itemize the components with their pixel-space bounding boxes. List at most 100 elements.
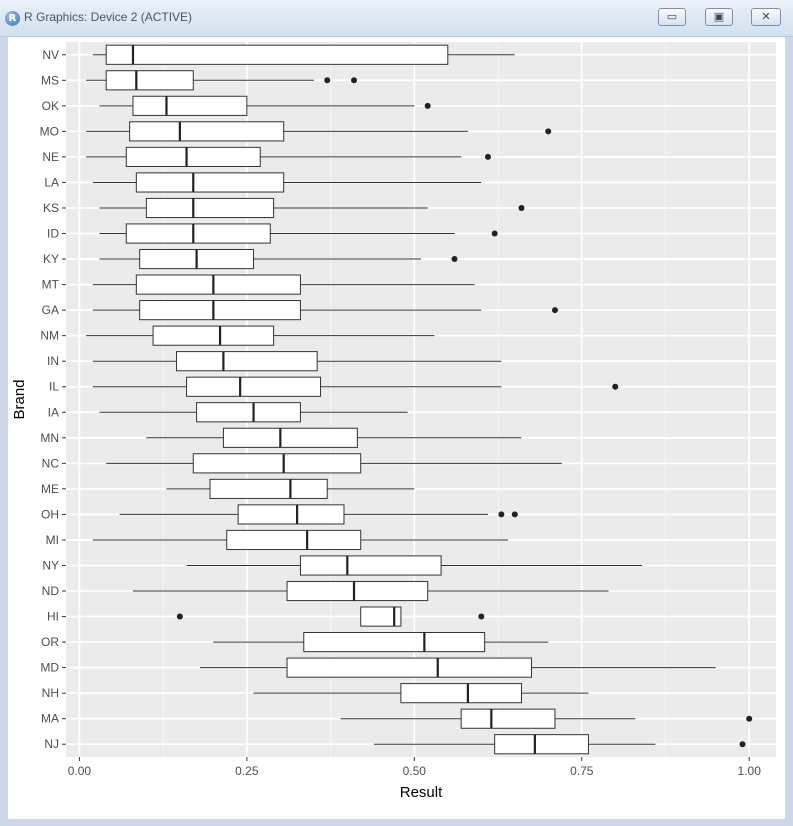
box-il (92, 376, 619, 397)
y-tick-label: ME (41, 482, 59, 496)
y-tick-label: KS (43, 201, 59, 215)
plot-area: NV MS OK MO NE LA KS ID KY MT GA NM IN IL IA MN NC ME OH MI… (8, 37, 785, 819)
y-tick-label: GA (42, 303, 59, 317)
box-iqr (186, 376, 322, 397)
box-nd (132, 580, 609, 602)
box-in (92, 351, 502, 372)
box-iqr (125, 146, 261, 167)
box-or (213, 632, 549, 653)
outlier-point (612, 383, 619, 390)
y-tick-label: ND (42, 584, 60, 598)
box-iqr (125, 223, 271, 244)
boxplot-marks (86, 44, 753, 755)
outlier-point (739, 741, 746, 748)
box-nj (374, 734, 746, 755)
y-tick-label: NV (42, 48, 59, 62)
outlier-point (518, 204, 525, 211)
y-axis: NV MS OK MO NE LA KS ID KY MT GA NM IN IL IA MN NC ME OH MI… (40, 48, 66, 751)
outlier-point (478, 613, 485, 620)
box-nh (253, 683, 589, 704)
r-logo-icon: R (5, 11, 20, 26)
outlier-point (424, 102, 431, 109)
box-nc (106, 453, 562, 474)
y-tick-label: MN (40, 431, 59, 445)
outlier-point (351, 77, 358, 84)
y-tick-label: KY (43, 252, 59, 266)
minimize-icon: ▭ (666, 10, 678, 23)
box-iqr (135, 274, 301, 295)
box-ne (86, 146, 491, 167)
outlier-point (498, 511, 505, 518)
y-axis-title: Brand (11, 379, 28, 419)
box-la (92, 172, 482, 193)
y-tick-label: MD (40, 661, 59, 675)
box-iqr (460, 708, 556, 729)
y-tick-label: IL (49, 380, 59, 394)
box-id (99, 223, 498, 244)
box-mn (146, 427, 522, 448)
box-iqr (494, 734, 589, 755)
title-bar[interactable]: R R Graphics: Device 2 (ACTIVE) ▭ ▣ ✕ (0, 0, 793, 37)
y-tick-label: NY (42, 558, 59, 572)
box-iqr (286, 657, 533, 678)
x-tick-label: 0.25 (235, 764, 259, 778)
box-iqr (303, 632, 486, 653)
x-tick-label: 0.75 (570, 764, 594, 778)
x-tick-label: 0.50 (403, 764, 427, 778)
y-tick-label: HI (47, 610, 59, 624)
box-ga (92, 300, 558, 321)
box-me (166, 478, 415, 499)
y-tick-label: NC (42, 456, 60, 470)
maximize-button[interactable]: ▣ (705, 8, 733, 26)
outlier-point (484, 153, 491, 160)
y-tick-label: NE (42, 150, 59, 164)
outlier-point (511, 511, 518, 518)
y-tick-label: ID (47, 227, 59, 241)
y-tick-label: LA (44, 175, 59, 189)
box-iqr (286, 580, 429, 602)
outlier-point (551, 307, 558, 314)
outlier-point (746, 715, 753, 722)
box-iqr (176, 351, 318, 372)
box-iqr (132, 95, 248, 116)
y-tick-label: MT (42, 278, 60, 292)
box-iqr (196, 402, 301, 423)
y-tick-label: MA (41, 712, 59, 726)
box-iqr (139, 300, 301, 321)
box-iqr (209, 478, 328, 499)
box-nm (86, 325, 435, 346)
y-tick-label: OH (41, 507, 59, 521)
x-axis: 0.00 0.25 0.50 0.75 1.00 (68, 757, 761, 778)
y-tick-label: OK (42, 99, 59, 113)
x-axis-title: Result (400, 784, 443, 801)
y-tick-label: IN (47, 354, 59, 368)
box-ok (99, 95, 431, 116)
outlier-point (491, 230, 498, 237)
boxplot-chart: NV MS OK MO NE LA KS ID KY MT GA NM IN IL IA MN NC ME OH MI… (11, 42, 776, 801)
minimize-button[interactable]: ▭ (658, 8, 686, 26)
maximize-icon: ▣ (713, 10, 725, 23)
box-ia (99, 402, 408, 423)
box-iqr (400, 683, 522, 704)
box-ma (340, 708, 753, 729)
box-ms (86, 70, 358, 91)
box-hi (176, 606, 485, 627)
y-tick-label: OR (41, 635, 59, 649)
x-tick-label: 0.00 (68, 764, 92, 778)
outlier-point (545, 128, 552, 135)
box-iqr (105, 70, 194, 91)
box-mo (86, 121, 552, 142)
box-iqr (145, 197, 275, 219)
box-iqr (129, 121, 285, 142)
box-ky (99, 248, 458, 270)
outlier-point (176, 613, 183, 620)
outlier-point (324, 77, 331, 84)
box-mi (92, 529, 509, 551)
box-iqr (360, 606, 402, 627)
box-ks (99, 197, 525, 219)
close-button[interactable]: ✕ (751, 8, 781, 26)
box-iqr (237, 504, 345, 525)
box-iqr (135, 172, 285, 193)
box-md (199, 657, 716, 678)
